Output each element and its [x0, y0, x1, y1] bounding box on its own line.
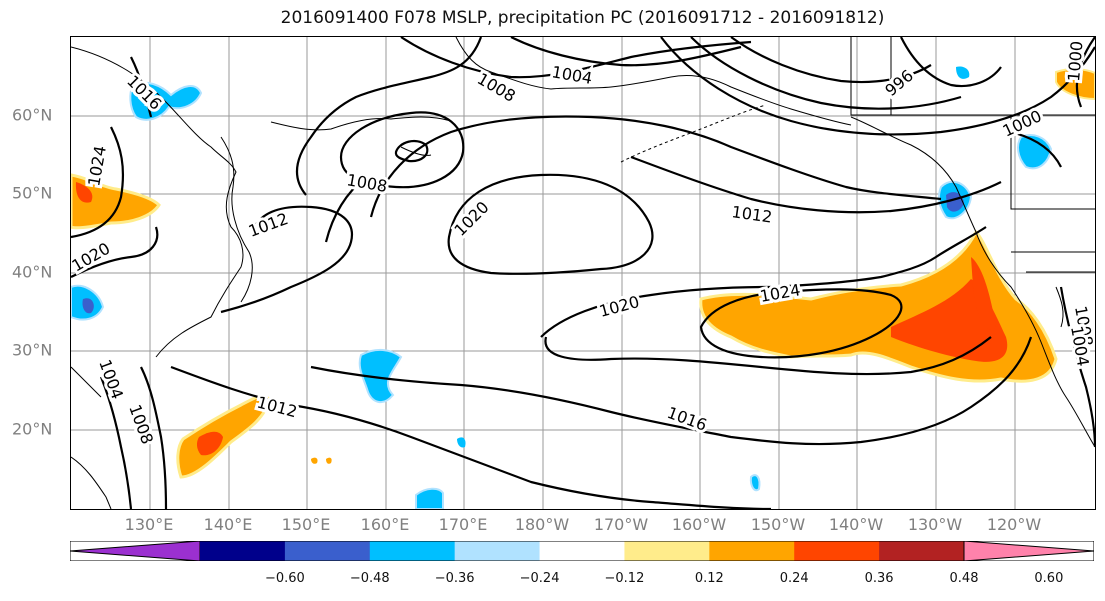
colorbar-segment [284, 541, 371, 561]
colorbar-tick-label: 0.60 [1034, 571, 1064, 586]
isobar-1024-east [699, 288, 903, 359]
isobar-label-1008-c: 1008 [125, 402, 157, 447]
lat-label-30n: 30°N [12, 340, 53, 360]
lat-label-40n: 40°N [12, 262, 53, 282]
map-panel: 1016 1024 1020 1008 1004 1008 1012 1008 … [70, 36, 1096, 510]
colorbar-tick-label: 0.36 [864, 571, 894, 586]
lon-label-160w: 160°W [671, 515, 727, 534]
isobar-1012-nw [295, 37, 483, 196]
map-title: 2016091400 F078 MSLP, precipitation PC (… [280, 8, 885, 28]
isobar-1008-sw [140, 366, 168, 509]
lon-label-180w: 180°W [514, 515, 570, 534]
isobar-1000-ne2 [1075, 37, 1095, 108]
isobar-1016-west [220, 205, 354, 314]
lon-label-170e: 170°E [438, 515, 488, 534]
precip-negative-alaska-north [956, 66, 970, 79]
lon-label-160e: 160°E [360, 515, 410, 534]
colorbar-tick-label: 0.48 [949, 571, 979, 586]
isobar-1000-ne [660, 37, 1095, 136]
isobar-1016-nw-edge [130, 56, 153, 118]
colorbar-segment [709, 541, 795, 561]
colorbar [70, 541, 1094, 561]
isobar-east-coast [1059, 286, 1095, 448]
isobar-1008-low-nw [339, 111, 465, 189]
isobar-label-1004-a: 1004 [550, 62, 593, 88]
isobar-1016-big [369, 115, 942, 218]
isobar-1020-w [71, 226, 159, 278]
colorbar-segment [539, 541, 625, 561]
isobar-1004-low-nw [394, 139, 429, 163]
colorbar-segment [200, 541, 286, 561]
isobars [71, 37, 1095, 509]
isobar-label-1020-c: 1020 [597, 292, 641, 321]
precip-positive-nw-core [75, 182, 93, 203]
precip-strong-core [971, 257, 996, 330]
isobar-1012-south [170, 365, 772, 509]
precip-positive-northwest [71, 173, 161, 230]
lon-label-140e: 140°E [203, 515, 253, 534]
colorbar-segment [879, 541, 965, 561]
precip-negative-south2 [457, 437, 466, 448]
lon-label-150e: 150°E [281, 515, 331, 534]
isobar-label-1004-b: 1004 [95, 357, 127, 402]
lon-label-140w: 140°W [828, 515, 884, 534]
colorbar-segment [454, 541, 541, 561]
isobar-1012-big [324, 176, 367, 243]
isobar-1004-ne [690, 37, 962, 110]
isobar-1004-sw [99, 376, 133, 509]
precip-negative-alaska-east [1017, 134, 1053, 170]
isobar-label-996: 996 [881, 66, 917, 100]
precip-positive-small [311, 457, 318, 464]
isobar-label-1000-b: 1000 [1064, 40, 1086, 82]
precip-shading [71, 66, 1095, 509]
precip-strong-west [196, 431, 223, 456]
colorbar-extend-low [70, 541, 201, 561]
isobar-1004-north [510, 37, 742, 67]
isobar-996-ne [900, 37, 1002, 88]
colorbar-tick-label: −0.12 [604, 571, 645, 586]
isobar-1008-north [400, 37, 752, 79]
isobar-1008-ne [730, 37, 932, 84]
colorbar-extend-high [963, 541, 1094, 561]
isobar-1000-east [1010, 130, 1062, 168]
colorbar-tick-label: 0.12 [694, 571, 724, 586]
map-svg: 1016 1024 1020 1008 1004 1008 1012 1008 … [71, 37, 1095, 509]
colorbar-tick-label: −0.60 [264, 571, 305, 586]
isobar-label-1024: 1024 [84, 144, 110, 187]
precip-negative-hawaii [749, 474, 761, 492]
colorbar-tick-label: −0.48 [349, 571, 390, 586]
isobar-1020-south [544, 336, 992, 376]
isobar-label-1012-a: 1012 [246, 209, 291, 241]
colorbar-tick-label: −0.36 [434, 571, 475, 586]
lat-label-20n: 20°N [12, 419, 53, 439]
lon-label-120w: 120°W [986, 515, 1042, 534]
colorbar-tick-label: −0.24 [519, 571, 560, 586]
colorbar-segment [624, 541, 710, 561]
colorbar-segment [794, 541, 880, 561]
lat-label-60n: 60°N [12, 105, 53, 125]
isobar-label-1012-b: 1012 [730, 202, 773, 226]
isobar-1012-ne [630, 155, 1002, 214]
isobar-label-1020-a: 1020 [71, 239, 113, 276]
precip-negative-south1 [415, 487, 444, 509]
isobar-1020-central [540, 226, 987, 338]
precip-positive-small2 [326, 457, 332, 464]
colorbar-segment [369, 541, 456, 561]
lon-label-150w: 150°W [750, 515, 806, 534]
precip-positive-west [176, 394, 271, 479]
precip-strong-negative-japan [82, 298, 94, 314]
isobar-1024-w [71, 126, 125, 239]
lon-label-130e: 130°E [124, 515, 174, 534]
precip-positive-east [699, 229, 1058, 383]
lon-label-130w: 130°W [907, 515, 963, 534]
precip-negative-central [358, 349, 403, 404]
lon-label-170w: 170°W [593, 515, 649, 534]
isobar-label-1020-b: 1020 [450, 198, 492, 240]
isobar-1016-south [310, 336, 1033, 446]
isobar-1020-center-high [447, 173, 654, 275]
lat-label-50n: 50°N [12, 183, 53, 203]
colorbar-tick-label: 0.24 [779, 571, 809, 586]
